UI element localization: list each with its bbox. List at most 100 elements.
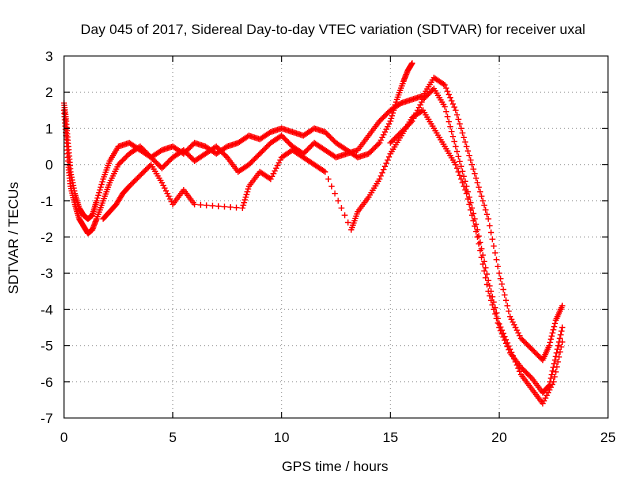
data-point (384, 157, 391, 164)
data-point (326, 133, 333, 140)
data-point (515, 329, 522, 336)
data-point (515, 365, 522, 372)
data-point (381, 129, 388, 136)
data-point (447, 94, 454, 101)
data-point (383, 160, 390, 167)
data-point (182, 148, 189, 155)
data-point (551, 323, 558, 330)
data-point (146, 162, 153, 169)
data-point (286, 140, 293, 147)
data-point (157, 148, 164, 155)
data-point (415, 104, 422, 111)
data-point (473, 175, 480, 182)
data-point (139, 146, 146, 153)
data-point (482, 274, 489, 281)
data-point (96, 189, 103, 196)
y-tick-label: 2 (45, 84, 53, 100)
data-point (380, 114, 387, 121)
data-point (284, 138, 291, 145)
data-point (449, 100, 456, 107)
data-point (305, 145, 312, 152)
data-point (496, 270, 503, 277)
data-point (143, 150, 150, 157)
data-point (379, 115, 386, 122)
data-point (244, 188, 251, 195)
data-point (138, 144, 145, 151)
data-point (122, 154, 129, 161)
data-point (184, 151, 191, 158)
data-point (390, 137, 397, 144)
data-point (490, 243, 497, 250)
data-point (377, 172, 384, 179)
x-tick-label: 0 (60, 429, 68, 445)
data-point (440, 81, 447, 88)
data-point (380, 166, 387, 173)
data-point (220, 150, 227, 157)
data-point (127, 181, 134, 188)
data-point (277, 157, 284, 164)
data-point (478, 193, 485, 200)
data-point (546, 386, 553, 393)
series-track-2 (61, 74, 566, 364)
data-point (531, 348, 538, 355)
data-point (215, 203, 222, 210)
data-point (376, 176, 383, 183)
data-point (456, 120, 463, 127)
data-point (402, 124, 409, 131)
data-point (455, 116, 462, 123)
data-point (187, 143, 194, 150)
data-point (470, 166, 477, 173)
data-point (328, 183, 335, 190)
data-point (158, 179, 165, 186)
data-point (256, 150, 263, 157)
data-point (273, 165, 280, 172)
y-axis-label: SDTVAR / TECUs (5, 182, 21, 294)
data-point (386, 153, 393, 160)
data-point (331, 190, 338, 197)
data-point (497, 275, 504, 282)
data-point (411, 112, 418, 119)
data-point (507, 346, 514, 353)
data-point (516, 368, 523, 375)
data-point (448, 97, 455, 104)
data-point (424, 92, 431, 99)
chart-title: Day 045 of 2017, Sidereal Day-to-day VTE… (81, 21, 586, 37)
data-point (217, 147, 224, 154)
data-point (409, 118, 416, 125)
data-point (242, 194, 249, 201)
data-point (512, 324, 519, 331)
data-point (524, 342, 531, 349)
data-point (216, 146, 223, 153)
data-point (245, 186, 252, 193)
data-point (165, 193, 172, 200)
data-point (528, 346, 535, 353)
data-point (376, 118, 383, 125)
data-point (376, 139, 383, 146)
x-tick-label: 10 (274, 429, 290, 445)
data-point (395, 131, 402, 138)
data-point (486, 282, 493, 289)
data-point (466, 152, 473, 159)
data-point (488, 229, 495, 236)
data-point (303, 148, 310, 155)
data-point (503, 297, 509, 304)
data-point (505, 343, 512, 350)
data-point (503, 336, 509, 343)
data-point (501, 291, 508, 298)
data-point (245, 161, 252, 168)
data-point (137, 143, 144, 150)
data-point (553, 349, 560, 356)
data-point (327, 134, 334, 141)
data-point (281, 135, 288, 142)
data-point (410, 115, 417, 122)
data-point (307, 143, 314, 150)
data-point (379, 134, 386, 141)
data-point (142, 148, 149, 155)
data-point (444, 88, 451, 95)
data-point (557, 348, 564, 355)
data-point (191, 201, 198, 208)
data-point (558, 328, 565, 335)
data-point (380, 131, 387, 138)
data-point (458, 163, 465, 170)
data-point (322, 129, 329, 136)
